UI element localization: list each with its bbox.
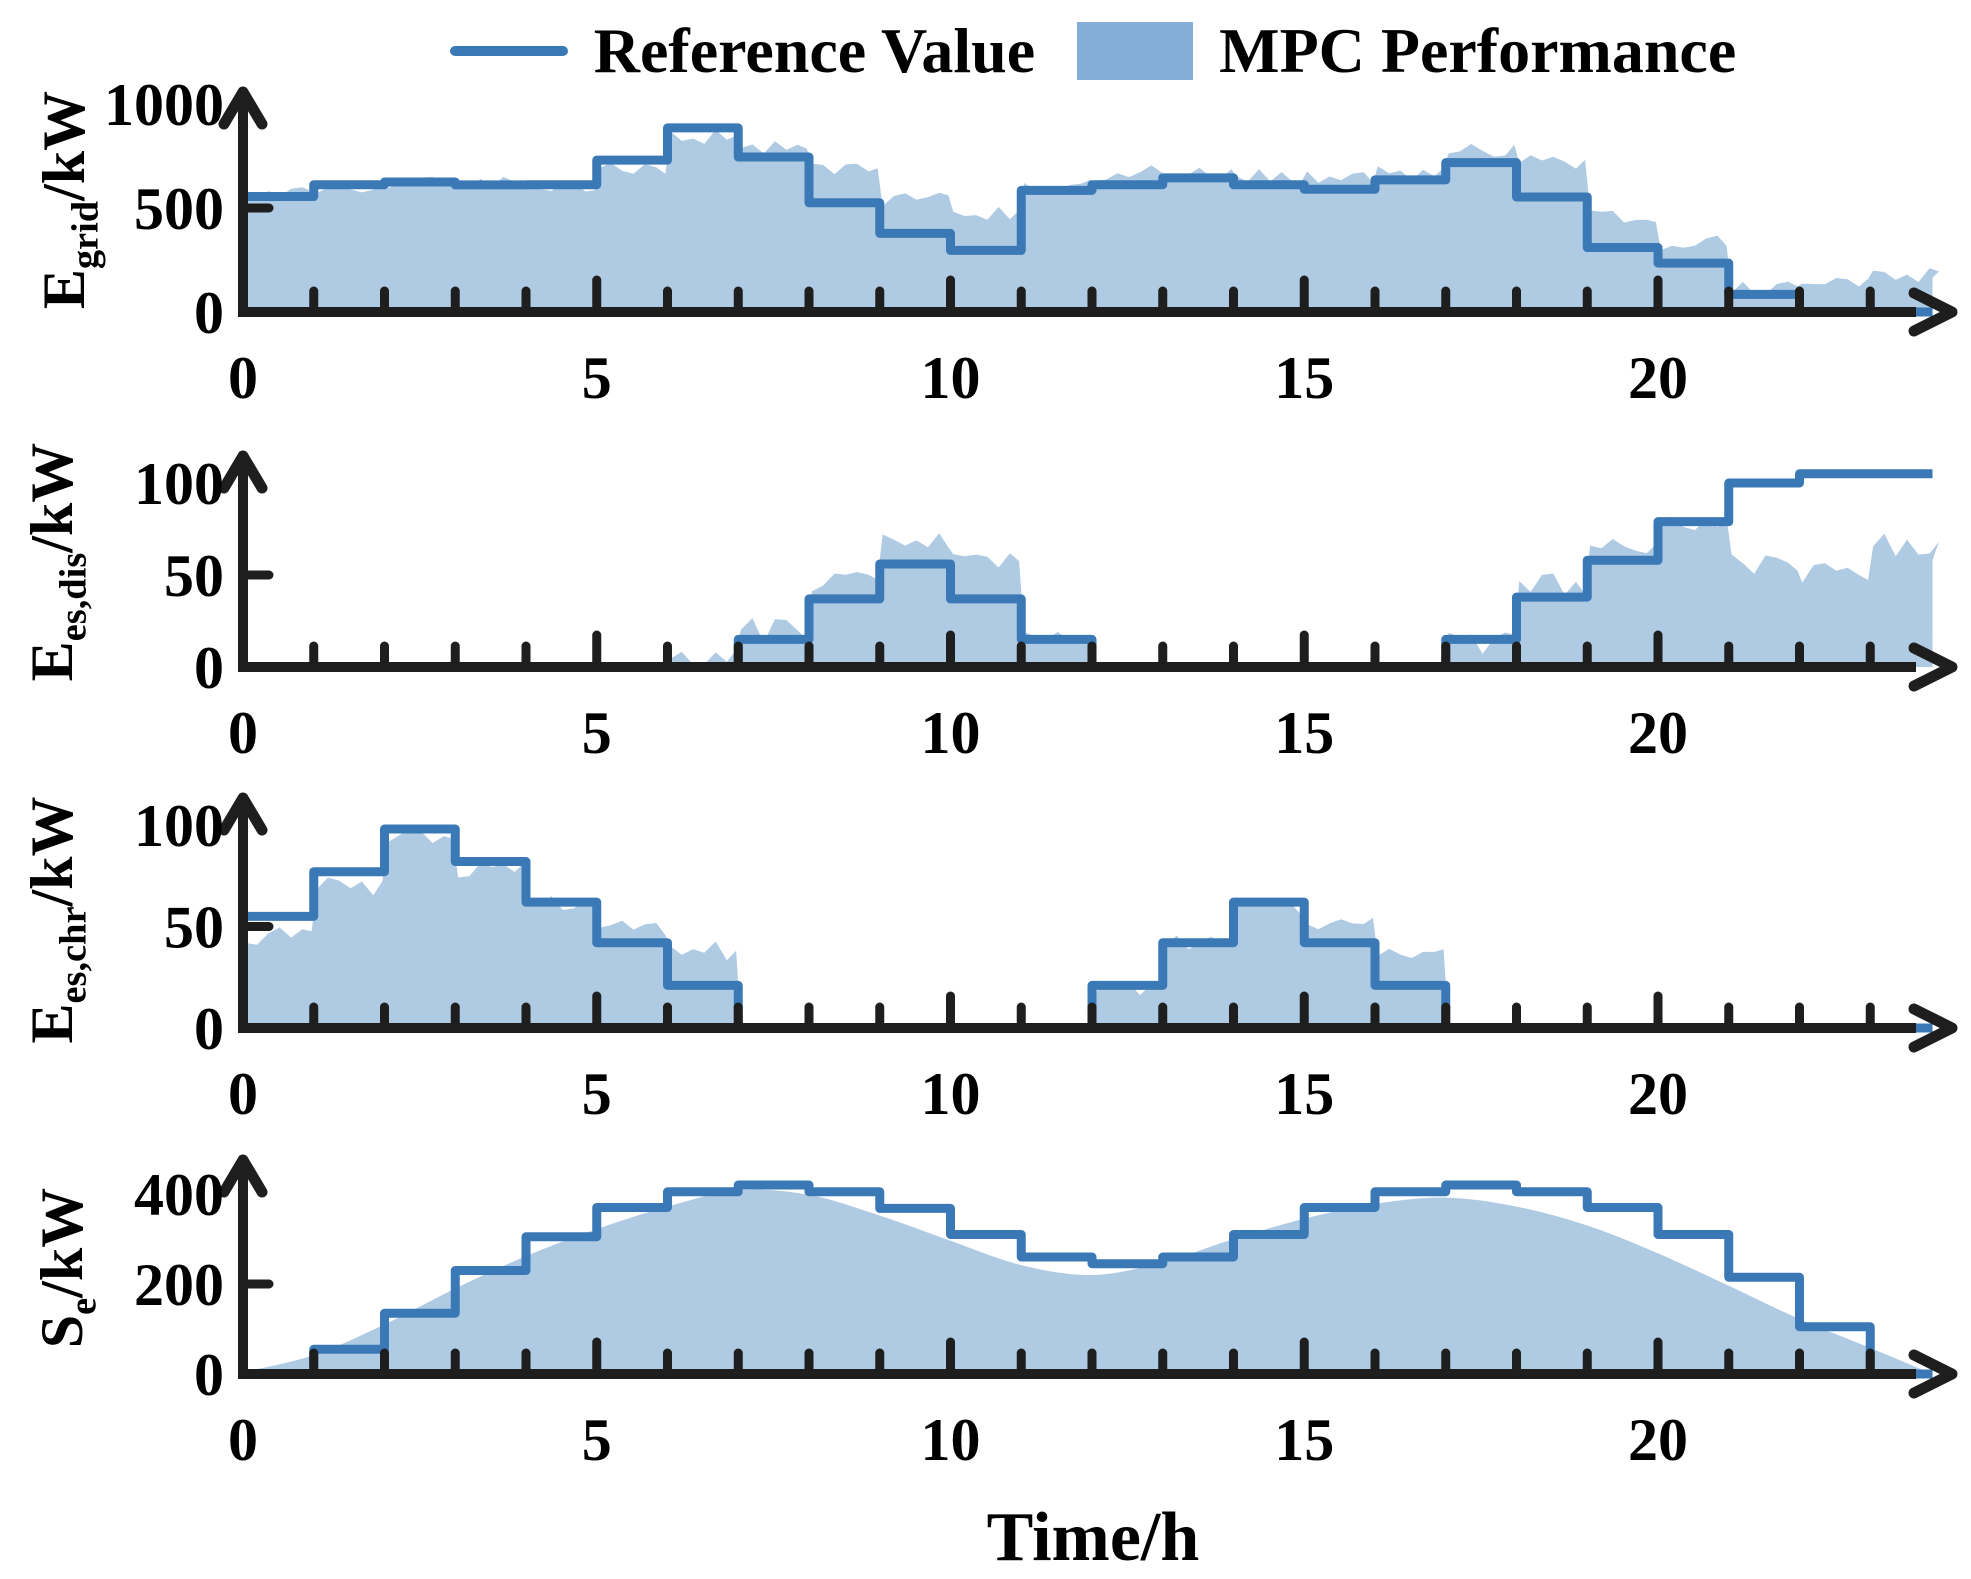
- x-axis-title: Time/h: [986, 1499, 1200, 1576]
- panel-axes: [218, 86, 1958, 337]
- y-tick-label: 0: [194, 996, 224, 1062]
- y-axis-arrow-icon: [218, 450, 268, 494]
- legend: Reference Value MPC Performance: [243, 8, 1943, 94]
- y-axis-label-egrid: Egrid/kW: [31, 90, 107, 310]
- x-tick-label: 5: [582, 345, 612, 411]
- y-tick-label: 500: [134, 176, 224, 242]
- y-tick-label: 400: [134, 1162, 224, 1228]
- y-tick-label: 50: [164, 895, 224, 961]
- x-tick-label: 5: [582, 1407, 612, 1473]
- x-tick-label: 15: [1274, 1061, 1334, 1127]
- x-tick-label: 0: [228, 700, 258, 766]
- y-axis-arrow-icon: [218, 1154, 268, 1198]
- y-tick-label: 0: [194, 1342, 224, 1408]
- x-tick-label: 10: [921, 345, 981, 411]
- x-tick-label: 0: [228, 1407, 258, 1473]
- mpc-performance-area: [243, 1189, 1933, 1374]
- reference-value-line: [243, 123, 1933, 317]
- x-tick-label: 10: [921, 1061, 981, 1127]
- y-tick-label: 100: [134, 451, 224, 517]
- y-tick-label: 100: [134, 793, 224, 859]
- x-tick-label: 15: [1274, 700, 1334, 766]
- reference-line-swatch: [449, 46, 568, 56]
- y-tick-label: 50: [164, 543, 224, 609]
- y-tick-label: 0: [194, 635, 224, 701]
- reference-value-line: [243, 1180, 1933, 1379]
- y-axis-arrow-icon: [218, 792, 268, 836]
- x-tick-label: 10: [921, 1407, 981, 1473]
- y-axis-label-se: Se/kW: [29, 1187, 105, 1349]
- x-axis-arrow-icon: [1908, 1349, 1958, 1399]
- x-tick-label: 20: [1628, 1407, 1688, 1473]
- panel-E_es,dis: 0 5 10 15 20 0 50 100: [134, 450, 1958, 766]
- x-tick-label: 5: [582, 700, 612, 766]
- panel-axes: [218, 1154, 1958, 1399]
- legend-label-mpc: MPC Performance: [1219, 15, 1737, 86]
- y-tick-label: 0: [194, 280, 224, 346]
- x-tick-label: 5: [582, 1061, 612, 1127]
- x-tick-label: 0: [228, 1061, 258, 1127]
- y-tick-label: 1000: [104, 72, 224, 138]
- legend-item-reference: Reference Value: [449, 14, 1036, 88]
- panel-E_grid: 0 5 10 15 20 0 500 1000: [104, 72, 1958, 411]
- x-tick-label: 10: [921, 700, 981, 766]
- x-tick-label: 20: [1628, 1061, 1688, 1127]
- panel-E_es,chr: 0 5 10 15 20 0 50 100: [134, 792, 1958, 1127]
- y-axis-arrow-icon: [218, 86, 268, 130]
- legend-item-mpc: MPC Performance: [1077, 14, 1736, 88]
- x-tick-label: 15: [1274, 1407, 1334, 1473]
- panel-axes: [218, 792, 1958, 1053]
- y-axis-label-eschr: Ees,chr/kW: [19, 796, 95, 1044]
- x-tick-label: 20: [1628, 345, 1688, 411]
- mpc-fill-swatch: [1077, 22, 1194, 80]
- x-tick-label: 15: [1274, 345, 1334, 411]
- x-axis-arrow-icon: [1908, 642, 1958, 692]
- x-axis-arrow-icon: [1908, 287, 1958, 337]
- y-tick-label: 200: [134, 1252, 224, 1318]
- x-tick-label: 20: [1628, 700, 1688, 766]
- panel-axes: [218, 450, 1958, 692]
- y-axis-label-esdis: Ees,dis/kW: [19, 442, 95, 682]
- x-axis-arrow-icon: [1908, 1003, 1958, 1053]
- mpc-performance-area: [243, 129, 1939, 312]
- legend-label-reference: Reference Value: [593, 15, 1036, 86]
- x-tick-label: 0: [228, 345, 258, 411]
